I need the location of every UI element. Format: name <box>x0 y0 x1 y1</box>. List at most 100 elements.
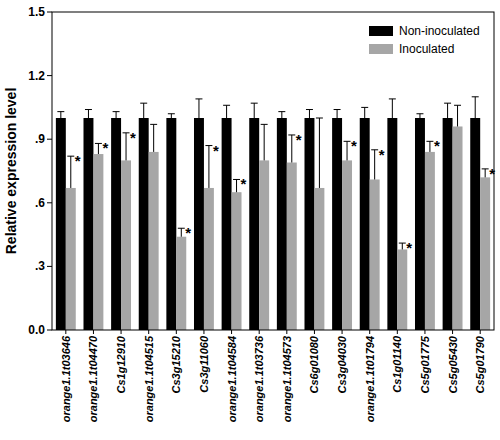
error-bar <box>233 179 240 192</box>
bar <box>166 118 176 330</box>
x-tick <box>231 330 232 334</box>
x-tick <box>369 330 370 334</box>
error-cap <box>472 96 479 97</box>
error-cap <box>334 109 341 110</box>
bar <box>259 160 269 330</box>
x-tick <box>452 330 453 334</box>
x-tick-label: Cs5g01790 <box>474 335 486 393</box>
bar <box>332 118 342 330</box>
bar <box>232 192 242 330</box>
error-bar <box>472 97 479 118</box>
error-bar <box>113 112 120 118</box>
error-stem <box>98 143 99 154</box>
bar <box>314 188 324 330</box>
y-axis-label: Relative expression level <box>3 88 19 255</box>
x-tick-label: Cs5g01775 <box>419 335 431 393</box>
significance: * <box>406 239 412 256</box>
y-tick <box>47 139 52 140</box>
plot-area <box>56 97 490 330</box>
error-cap <box>306 109 313 110</box>
x-tick-label: Cs6g01080 <box>308 335 320 393</box>
error-stem <box>447 103 448 118</box>
bar <box>287 163 297 330</box>
bar <box>453 126 463 330</box>
y-tick-label: .6 <box>35 196 45 210</box>
error-bar <box>223 105 230 118</box>
error-cap <box>278 111 285 112</box>
error-bar <box>389 99 396 118</box>
error-cap <box>416 113 423 114</box>
error-stem <box>126 133 127 161</box>
y-tick-label: 1.5 <box>28 5 45 19</box>
error-stem <box>264 124 265 160</box>
error-stem <box>309 110 310 118</box>
error-stem <box>457 105 458 126</box>
bar <box>415 118 425 330</box>
error-stem <box>281 112 282 118</box>
error-bar <box>95 143 102 154</box>
y-tick-label: 0.0 <box>28 323 45 337</box>
error-bar <box>344 141 351 160</box>
x-tick <box>121 330 122 334</box>
x-tick-label: orange1.1t01794 <box>364 336 376 422</box>
bar <box>480 177 490 330</box>
y-tick-label: .3 <box>35 259 45 273</box>
x-tick <box>203 330 204 334</box>
error-stem <box>198 99 199 118</box>
error-cap <box>205 145 212 146</box>
bar <box>387 118 397 330</box>
error-bar <box>288 135 295 163</box>
error-cap <box>178 228 185 229</box>
error-cap <box>67 156 74 157</box>
error-cap <box>288 134 295 135</box>
error-bar <box>426 141 433 152</box>
bar <box>56 118 66 330</box>
y-tick <box>47 330 52 331</box>
y-tick-label: 1.2 <box>28 69 45 83</box>
legend-swatch <box>369 26 393 36</box>
error-bar <box>361 107 368 118</box>
error-cap <box>195 98 202 99</box>
x-tick-label: orange1.1t04573 <box>281 336 293 422</box>
error-stem <box>419 114 420 118</box>
error-stem <box>392 99 393 118</box>
frame <box>52 12 494 330</box>
bar <box>222 118 232 330</box>
bar <box>304 118 314 330</box>
error-stem <box>208 146 209 188</box>
error-bar <box>306 110 313 118</box>
error-stem <box>291 135 292 163</box>
bar <box>204 188 214 330</box>
x-tick <box>259 330 260 334</box>
error-cap <box>85 109 92 110</box>
error-bar <box>399 243 406 249</box>
x-tick <box>286 330 287 334</box>
bar <box>66 188 76 330</box>
error-cap <box>444 103 451 104</box>
error-cap <box>168 113 175 114</box>
error-stem <box>364 107 365 118</box>
error-bar <box>178 228 185 236</box>
bar <box>397 249 407 330</box>
error-stem <box>171 114 172 118</box>
error-bar <box>67 156 74 188</box>
x-tick-label: Cs1g12910 <box>115 335 127 393</box>
x-tick-label: Cs1g01140 <box>391 335 403 393</box>
x-tick-label: orange1.1t04584 <box>226 336 238 422</box>
bar <box>425 152 435 330</box>
x-tick <box>424 330 425 334</box>
error-cap <box>233 179 240 180</box>
error-stem <box>402 243 403 249</box>
error-bar <box>168 114 175 118</box>
error-cap <box>399 243 406 244</box>
error-stem <box>254 103 255 118</box>
y-tick <box>47 12 52 13</box>
error-stem <box>485 169 486 177</box>
significance: * <box>296 131 302 148</box>
error-stem <box>70 156 71 188</box>
significance: * <box>102 139 108 156</box>
error-cap <box>389 98 396 99</box>
y-tick <box>47 75 52 76</box>
error-bar <box>205 146 212 188</box>
error-cap <box>223 105 230 106</box>
